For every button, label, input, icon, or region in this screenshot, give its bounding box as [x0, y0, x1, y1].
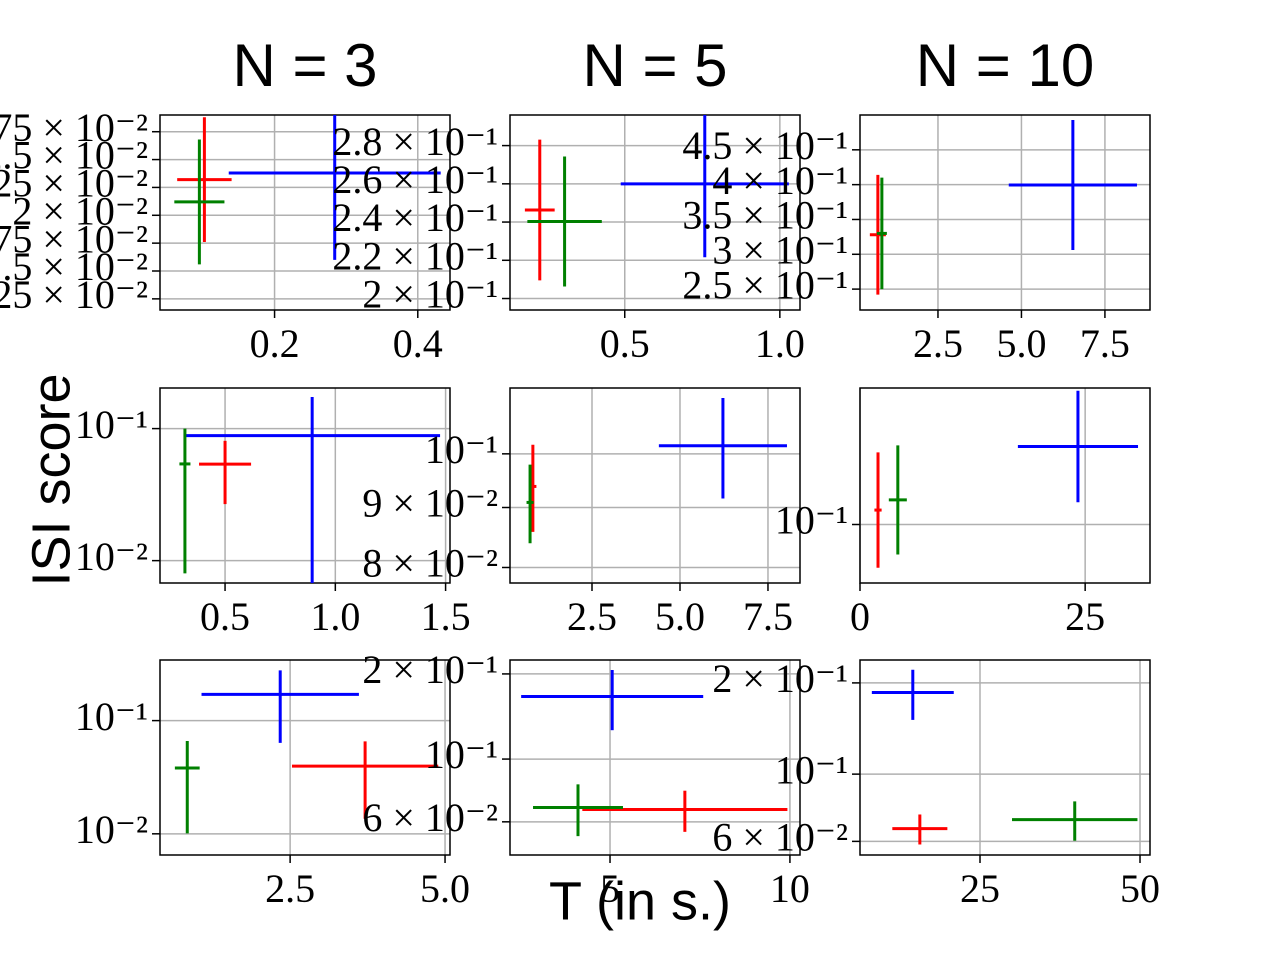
y-tick-label: 4 × 10⁻¹ — [712, 158, 848, 203]
y-tick-label: 2.25 × 10⁻² — [0, 161, 148, 206]
marks — [521, 669, 788, 837]
x-tick-label: 0.2 — [250, 321, 300, 366]
axes-frame — [159, 659, 451, 856]
x-tick-label: 5.0 — [996, 321, 1046, 366]
marks — [174, 115, 441, 265]
subplot-title: N = 5 — [582, 32, 727, 99]
y-tick-label: 3.5 × 10⁻¹ — [682, 193, 848, 238]
x-tick-label: 2.5 — [567, 594, 617, 639]
x-tick-label: 2.5 — [265, 866, 315, 911]
x-tick-label: 1.5 — [421, 594, 471, 639]
x-tick-label: 25 — [1065, 594, 1105, 639]
y-tick-label: 2 × 10⁻¹ — [712, 656, 848, 701]
x-tick-label: 5 — [600, 866, 620, 911]
y-tick-label: 2 × 10⁻¹ — [362, 272, 498, 317]
x-tick-label: 0.5 — [200, 594, 250, 639]
y-tick-label: 4.5 × 10⁻¹ — [682, 123, 848, 168]
y-tick-label: 2 × 10⁻² — [12, 188, 148, 233]
subplot: 5 10 6 × 10⁻² 10⁻¹ 2 × 10⁻¹ — [362, 647, 810, 911]
y-tick-label: 8 × 10⁻² — [362, 541, 498, 586]
y-tick-label: 2.2 × 10⁻¹ — [332, 233, 498, 278]
x-tick-label: 50 — [1120, 866, 1160, 911]
y-tick-label: 6 × 10⁻² — [362, 795, 498, 840]
y-tick-label: 10⁻¹ — [75, 402, 148, 447]
y-tick-label: 10⁻¹ — [775, 498, 848, 543]
y-tick-label: 2.8 × 10⁻¹ — [332, 119, 498, 164]
y-tick-label: 10⁻¹ — [425, 732, 498, 777]
x-tick-label: 10 — [770, 866, 810, 911]
y-tick-label: 9 × 10⁻² — [362, 481, 498, 526]
y-tick-label: 10⁻² — [75, 807, 148, 852]
y-tick-label: 10⁻¹ — [75, 694, 148, 739]
y-tick-label: 6 × 10⁻² — [712, 815, 848, 860]
axes-frame — [859, 387, 1151, 584]
marks — [871, 669, 1138, 845]
subplot: 0.5 1.0 2 × 10⁻¹2.2 × 10⁻¹2.4 × 10⁻¹2.6 × … — [332, 32, 805, 366]
marks — [874, 390, 1139, 568]
axes-frame — [509, 387, 801, 584]
marks — [524, 115, 789, 287]
y-tick-label: 1.25 × 10⁻² — [0, 272, 148, 317]
x-tick-label: 5.0 — [655, 594, 705, 639]
marks — [526, 397, 787, 544]
subplot-title: N = 3 — [232, 32, 377, 99]
x-axis-label: T (in s.) — [549, 871, 731, 931]
axes-frame — [859, 114, 1151, 311]
axes-frame — [159, 114, 451, 311]
axes-frame — [509, 659, 801, 856]
marks — [869, 120, 1137, 295]
subplot: 0 25 10⁻¹ — [775, 387, 1151, 639]
y-tick-label: 10⁻² — [75, 534, 148, 579]
x-tick-label: 5.0 — [420, 866, 470, 911]
axes-frame — [859, 659, 1151, 856]
subplot: 2.5 5.0 7.5 2.5 × 10⁻¹3 × 10⁻¹3.5 × 10⁻¹4 ×… — [682, 32, 1151, 366]
x-tick-label: 1.0 — [310, 594, 360, 639]
marks — [179, 397, 441, 583]
x-tick-label: 0.4 — [393, 321, 443, 366]
x-tick-label: 25 — [960, 866, 1000, 911]
subplot: 2.5 5.0 10⁻² 10⁻¹ — [75, 659, 470, 911]
y-axis-label: ISI score — [21, 373, 81, 586]
subplot: 2.5 5.0 7.5 8 × 10⁻² 9 × 10⁻² 10⁻¹ — [362, 387, 801, 639]
x-tick-label: 1.0 — [755, 321, 805, 366]
y-tick-label: 2.5 × 10⁻² — [0, 133, 148, 178]
y-tick-label: 2.6 × 10⁻¹ — [332, 157, 498, 202]
y-tick-label: 2.4 × 10⁻¹ — [332, 195, 498, 240]
y-tick-label: 10⁻¹ — [425, 427, 498, 472]
y-tick-label: 2 × 10⁻¹ — [362, 647, 498, 692]
axes-frame — [159, 387, 451, 584]
subplot-title: N = 10 — [916, 32, 1094, 99]
subplot: 0.2 0.4 1.25 × 10⁻²1.5 × 10⁻²1.75 × 10⁻²2 … — [0, 32, 451, 366]
x-tick-label: 0.5 — [600, 321, 650, 366]
y-tick-label: 10⁻¹ — [775, 747, 848, 792]
x-tick-label: 2.5 — [913, 321, 963, 366]
axes-frame — [509, 114, 801, 311]
subplot: 25 50 6 × 10⁻² 10⁻¹ 2 × 10⁻¹ — [712, 656, 1160, 911]
y-tick-label: 2.5 × 10⁻¹ — [682, 262, 848, 307]
subplot: 0.5 1.0 1.5 10⁻² 10⁻¹ — [75, 387, 471, 639]
y-tick-label: 1.5 × 10⁻² — [0, 244, 148, 289]
y-tick-label: 2.75 × 10⁻² — [0, 105, 148, 150]
x-tick-label: 7.5 — [743, 594, 793, 639]
y-tick-label: 3 × 10⁻¹ — [712, 227, 848, 272]
marks — [174, 670, 439, 834]
y-tick-label: 1.75 × 10⁻² — [0, 216, 148, 261]
x-tick-label: 7.5 — [1080, 321, 1130, 366]
x-tick-label: 0 — [850, 594, 870, 639]
